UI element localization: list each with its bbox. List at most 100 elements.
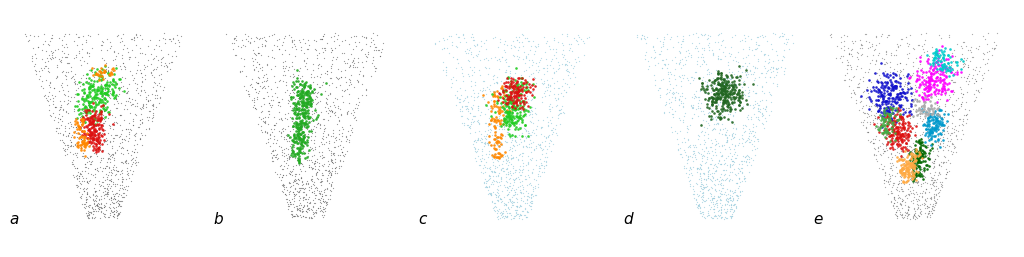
Point <box>93 183 110 187</box>
Point <box>522 105 539 109</box>
Point <box>499 185 515 189</box>
Point <box>879 136 895 141</box>
Point <box>716 80 732 84</box>
Point <box>81 68 97 72</box>
Point <box>547 96 563 100</box>
Point <box>85 114 101 118</box>
Point <box>531 58 548 62</box>
Point <box>288 120 304 124</box>
Point <box>507 190 523 195</box>
Point <box>899 167 915 171</box>
Point <box>309 170 326 175</box>
Point <box>122 99 138 104</box>
Point <box>761 60 777 64</box>
Point <box>106 71 123 76</box>
Point <box>54 81 71 85</box>
Point <box>856 89 872 93</box>
Point <box>100 165 117 169</box>
Point <box>80 123 96 127</box>
Point <box>908 69 925 73</box>
Point <box>914 117 931 121</box>
Point <box>898 108 914 112</box>
Point <box>302 85 318 89</box>
Point <box>696 32 713 36</box>
Point <box>293 133 309 137</box>
Point <box>493 121 509 125</box>
Point <box>905 151 922 155</box>
Point <box>892 117 908 122</box>
Point <box>501 114 517 118</box>
Point <box>303 128 319 133</box>
Point <box>711 179 727 183</box>
Point <box>911 85 928 89</box>
Point <box>497 154 513 158</box>
Point <box>317 96 334 100</box>
Point <box>104 67 121 71</box>
Point <box>729 198 745 202</box>
Point <box>488 120 505 124</box>
Point <box>512 110 528 114</box>
Point <box>924 112 940 116</box>
Point <box>934 63 950 67</box>
Point <box>723 82 739 87</box>
Point <box>929 146 945 150</box>
Point <box>727 33 743 37</box>
Point <box>143 52 160 56</box>
Point <box>76 186 92 190</box>
Point <box>724 132 740 136</box>
Point <box>497 110 513 114</box>
Point <box>565 82 582 86</box>
Point <box>913 143 930 147</box>
Point <box>653 44 670 49</box>
Point <box>503 95 519 99</box>
Point <box>931 88 947 93</box>
Point <box>486 151 503 155</box>
Point <box>83 211 99 215</box>
Point <box>895 171 911 175</box>
Point <box>667 55 683 59</box>
Point <box>69 43 85 47</box>
Point <box>883 60 899 64</box>
Point <box>538 57 554 61</box>
Point <box>95 103 112 107</box>
Point <box>327 34 343 38</box>
Point <box>92 110 109 114</box>
Point <box>89 168 105 172</box>
Point <box>915 103 932 107</box>
Point <box>893 213 909 217</box>
Point <box>489 173 506 177</box>
Point <box>478 47 495 51</box>
Point <box>301 215 317 219</box>
Point <box>118 126 134 131</box>
Point <box>343 128 359 132</box>
Point <box>873 130 890 134</box>
Point <box>504 110 520 114</box>
Point <box>291 159 307 163</box>
Point <box>511 205 527 209</box>
Point <box>251 89 267 93</box>
Point <box>712 82 728 86</box>
Point <box>84 140 100 144</box>
Point <box>929 124 945 128</box>
Point <box>916 133 933 137</box>
Point <box>710 121 726 125</box>
Point <box>977 37 993 41</box>
Point <box>57 149 74 153</box>
Point <box>520 113 537 117</box>
Point <box>463 35 479 39</box>
Point <box>702 114 719 118</box>
Point <box>905 167 922 171</box>
Point <box>480 128 497 133</box>
Point <box>467 147 483 151</box>
Point <box>874 111 891 115</box>
Point <box>503 111 519 115</box>
Point <box>689 204 706 208</box>
Point <box>286 109 302 114</box>
Point <box>926 56 942 60</box>
Point <box>700 151 717 155</box>
Point <box>514 85 530 89</box>
Point <box>297 91 313 96</box>
Point <box>86 88 102 92</box>
Point <box>694 78 711 82</box>
Point <box>979 42 995 46</box>
